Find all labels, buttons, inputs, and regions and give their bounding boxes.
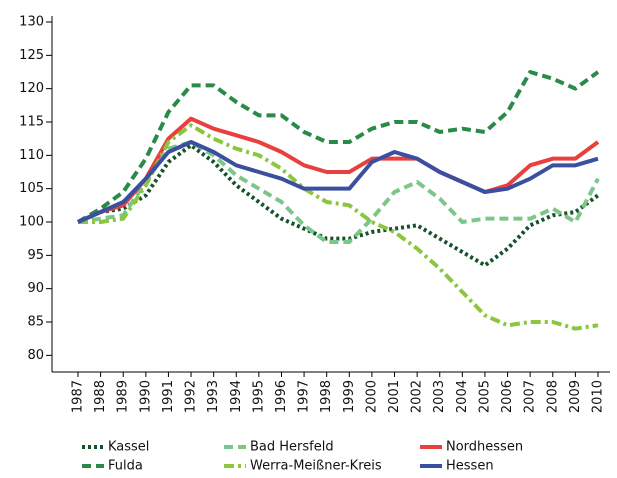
x-tick-label: 1990 [138,380,153,413]
y-tick-label: 100 [19,215,44,230]
x-tick-label: 1998 [319,380,334,413]
x-tick-label: 1995 [251,380,266,413]
x-tick-label: 2001 [387,380,402,413]
x-tick-label: 1993 [206,380,221,413]
x-tick-label: 2007 [523,380,538,413]
y-tick-label: 90 [27,281,44,296]
y-tick-label: 95 [27,248,44,263]
x-tick-label: 1987 [71,380,86,413]
x-tick-label: 2000 [364,380,379,413]
y-tick-label: 85 [27,315,44,330]
series-line [77,140,599,224]
series-line [78,123,599,331]
series-line [77,143,600,268]
x-tick-label: 2006 [500,380,515,413]
legend-label: Nordhessen [446,440,523,455]
y-tick-label: 110 [19,148,44,163]
y-tick-label: 130 [19,15,44,30]
x-tick-label: 1994 [229,380,244,413]
x-tick-label: 2004 [455,380,470,413]
x-tick-label: 1989 [116,380,131,413]
x-tick-label: 2010 [591,380,606,413]
x-tick-label: 2009 [568,380,583,413]
legend-label: Kassel [108,440,149,455]
x-tick-label: 2005 [477,380,492,413]
legend-label: Hessen [446,459,494,474]
y-tick-label: 120 [19,81,44,96]
x-tick-label: 2008 [545,380,560,413]
series-line [76,70,600,224]
legend-label: Fulda [108,459,143,474]
x-tick-label: 1999 [342,380,357,413]
y-tick-label: 125 [19,48,44,63]
legend-label: Werra-Meißner-Kreis [250,459,382,474]
x-tick-label: 1996 [274,380,289,413]
x-tick-label: 1988 [93,380,108,413]
x-tick-label: 2003 [432,380,447,413]
x-tick-label: 1991 [161,380,176,413]
x-tick-label: 1997 [297,380,312,413]
legend-label: Bad Hersfeld [250,440,334,455]
x-tick-label: 1992 [184,380,199,413]
y-tick-label: 80 [27,348,44,363]
y-tick-label: 105 [19,181,44,196]
y-tick-label: 115 [19,115,44,130]
x-tick-label: 2002 [410,380,425,413]
